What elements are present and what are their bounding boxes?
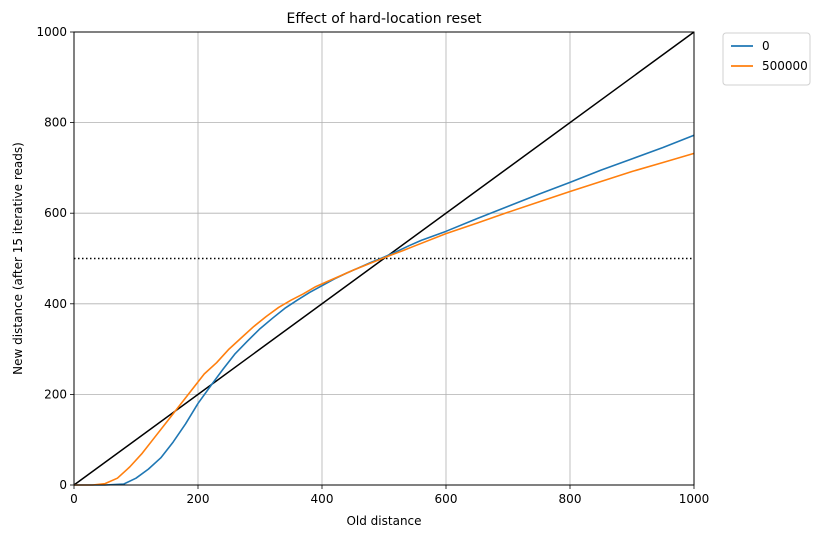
legend-label: 500000 <box>762 59 808 73</box>
series-lines <box>74 134 695 486</box>
x-tick-label: 200 <box>187 492 210 506</box>
y-tick-label: 0 <box>59 478 67 492</box>
x-tick-label: 400 <box>311 492 334 506</box>
x-tick-label: 800 <box>559 492 582 506</box>
axis-ticks: 0 200 400 600 800 1000 0 200 400 600 800 1000 <box>36 25 709 506</box>
y-tick-label: 1000 <box>36 25 67 39</box>
x-tick-label: 0 <box>70 492 78 506</box>
x-tick-label: 600 <box>435 492 458 506</box>
y-tick-label: 800 <box>44 116 67 130</box>
series-line-1 <box>74 152 695 486</box>
y-tick-label: 400 <box>44 297 67 311</box>
legend: 0 500000 <box>722 32 811 86</box>
series-line-0 <box>74 134 695 486</box>
x-tick-label: 1000 <box>679 492 710 506</box>
x-axis-label: Old distance <box>346 514 421 528</box>
y-axis-label: New distance (after 15 iterative reads) <box>11 142 25 375</box>
y-tick-label: 200 <box>44 387 67 401</box>
chart-title: Effect of hard-location reset <box>286 11 482 27</box>
y-tick-label: 600 <box>44 206 67 220</box>
legend-label: 0 <box>762 39 770 53</box>
plot-frame <box>73 31 695 486</box>
